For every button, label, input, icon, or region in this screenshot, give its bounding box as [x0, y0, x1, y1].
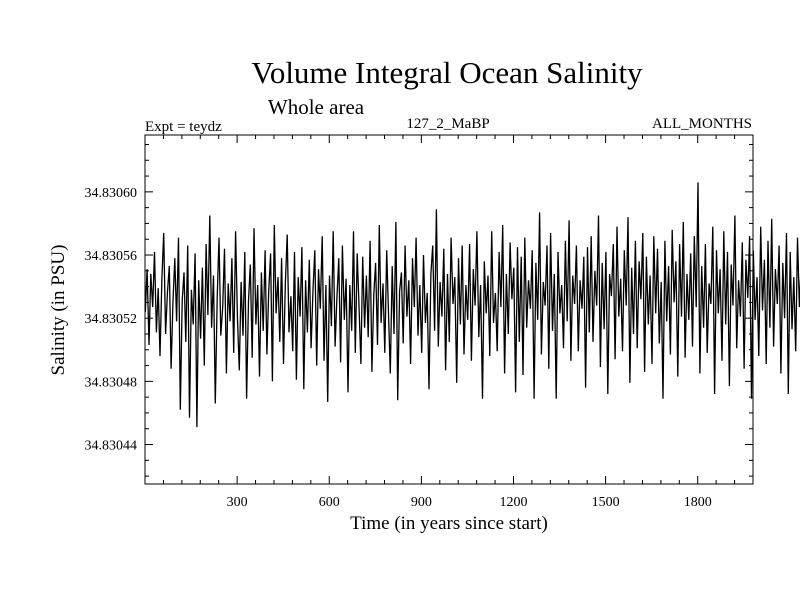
x-axis-label: Time (in years since start) — [350, 513, 548, 534]
experiment-label: Expt = teydz — [145, 119, 222, 135]
x-tick-label: 1800 — [684, 495, 712, 510]
y-tick-label: 34.83048 — [85, 375, 138, 390]
x-tick-label: 1200 — [499, 495, 527, 510]
chart-title: Volume Integral Ocean Salinity — [251, 55, 643, 90]
salinity-series-line — [144, 182, 800, 428]
run-label: 127_2_MaBP — [406, 116, 489, 132]
y-axis-label: Salinity (in PSU) — [48, 245, 69, 376]
y-tick-label: 34.83056 — [85, 249, 138, 264]
period-label: ALL_MONTHS — [652, 116, 752, 132]
x-axis: 300 600 900 1200 1500 1800 — [162, 135, 736, 510]
y-tick-label: 34.83044 — [85, 439, 138, 454]
y-tick-label: 34.83052 — [85, 312, 138, 327]
x-tick-label: 900 — [411, 495, 432, 510]
y-axis: 34.83044 34.83048 34.83052 34.83056 34.83060 — [85, 143, 753, 477]
x-tick-label: 600 — [319, 495, 340, 510]
y-tick-label: 34.83060 — [85, 186, 138, 201]
chart-subtitle: Whole area — [268, 95, 365, 119]
x-tick-label: 1500 — [592, 495, 620, 510]
x-tick-label: 300 — [227, 495, 248, 510]
